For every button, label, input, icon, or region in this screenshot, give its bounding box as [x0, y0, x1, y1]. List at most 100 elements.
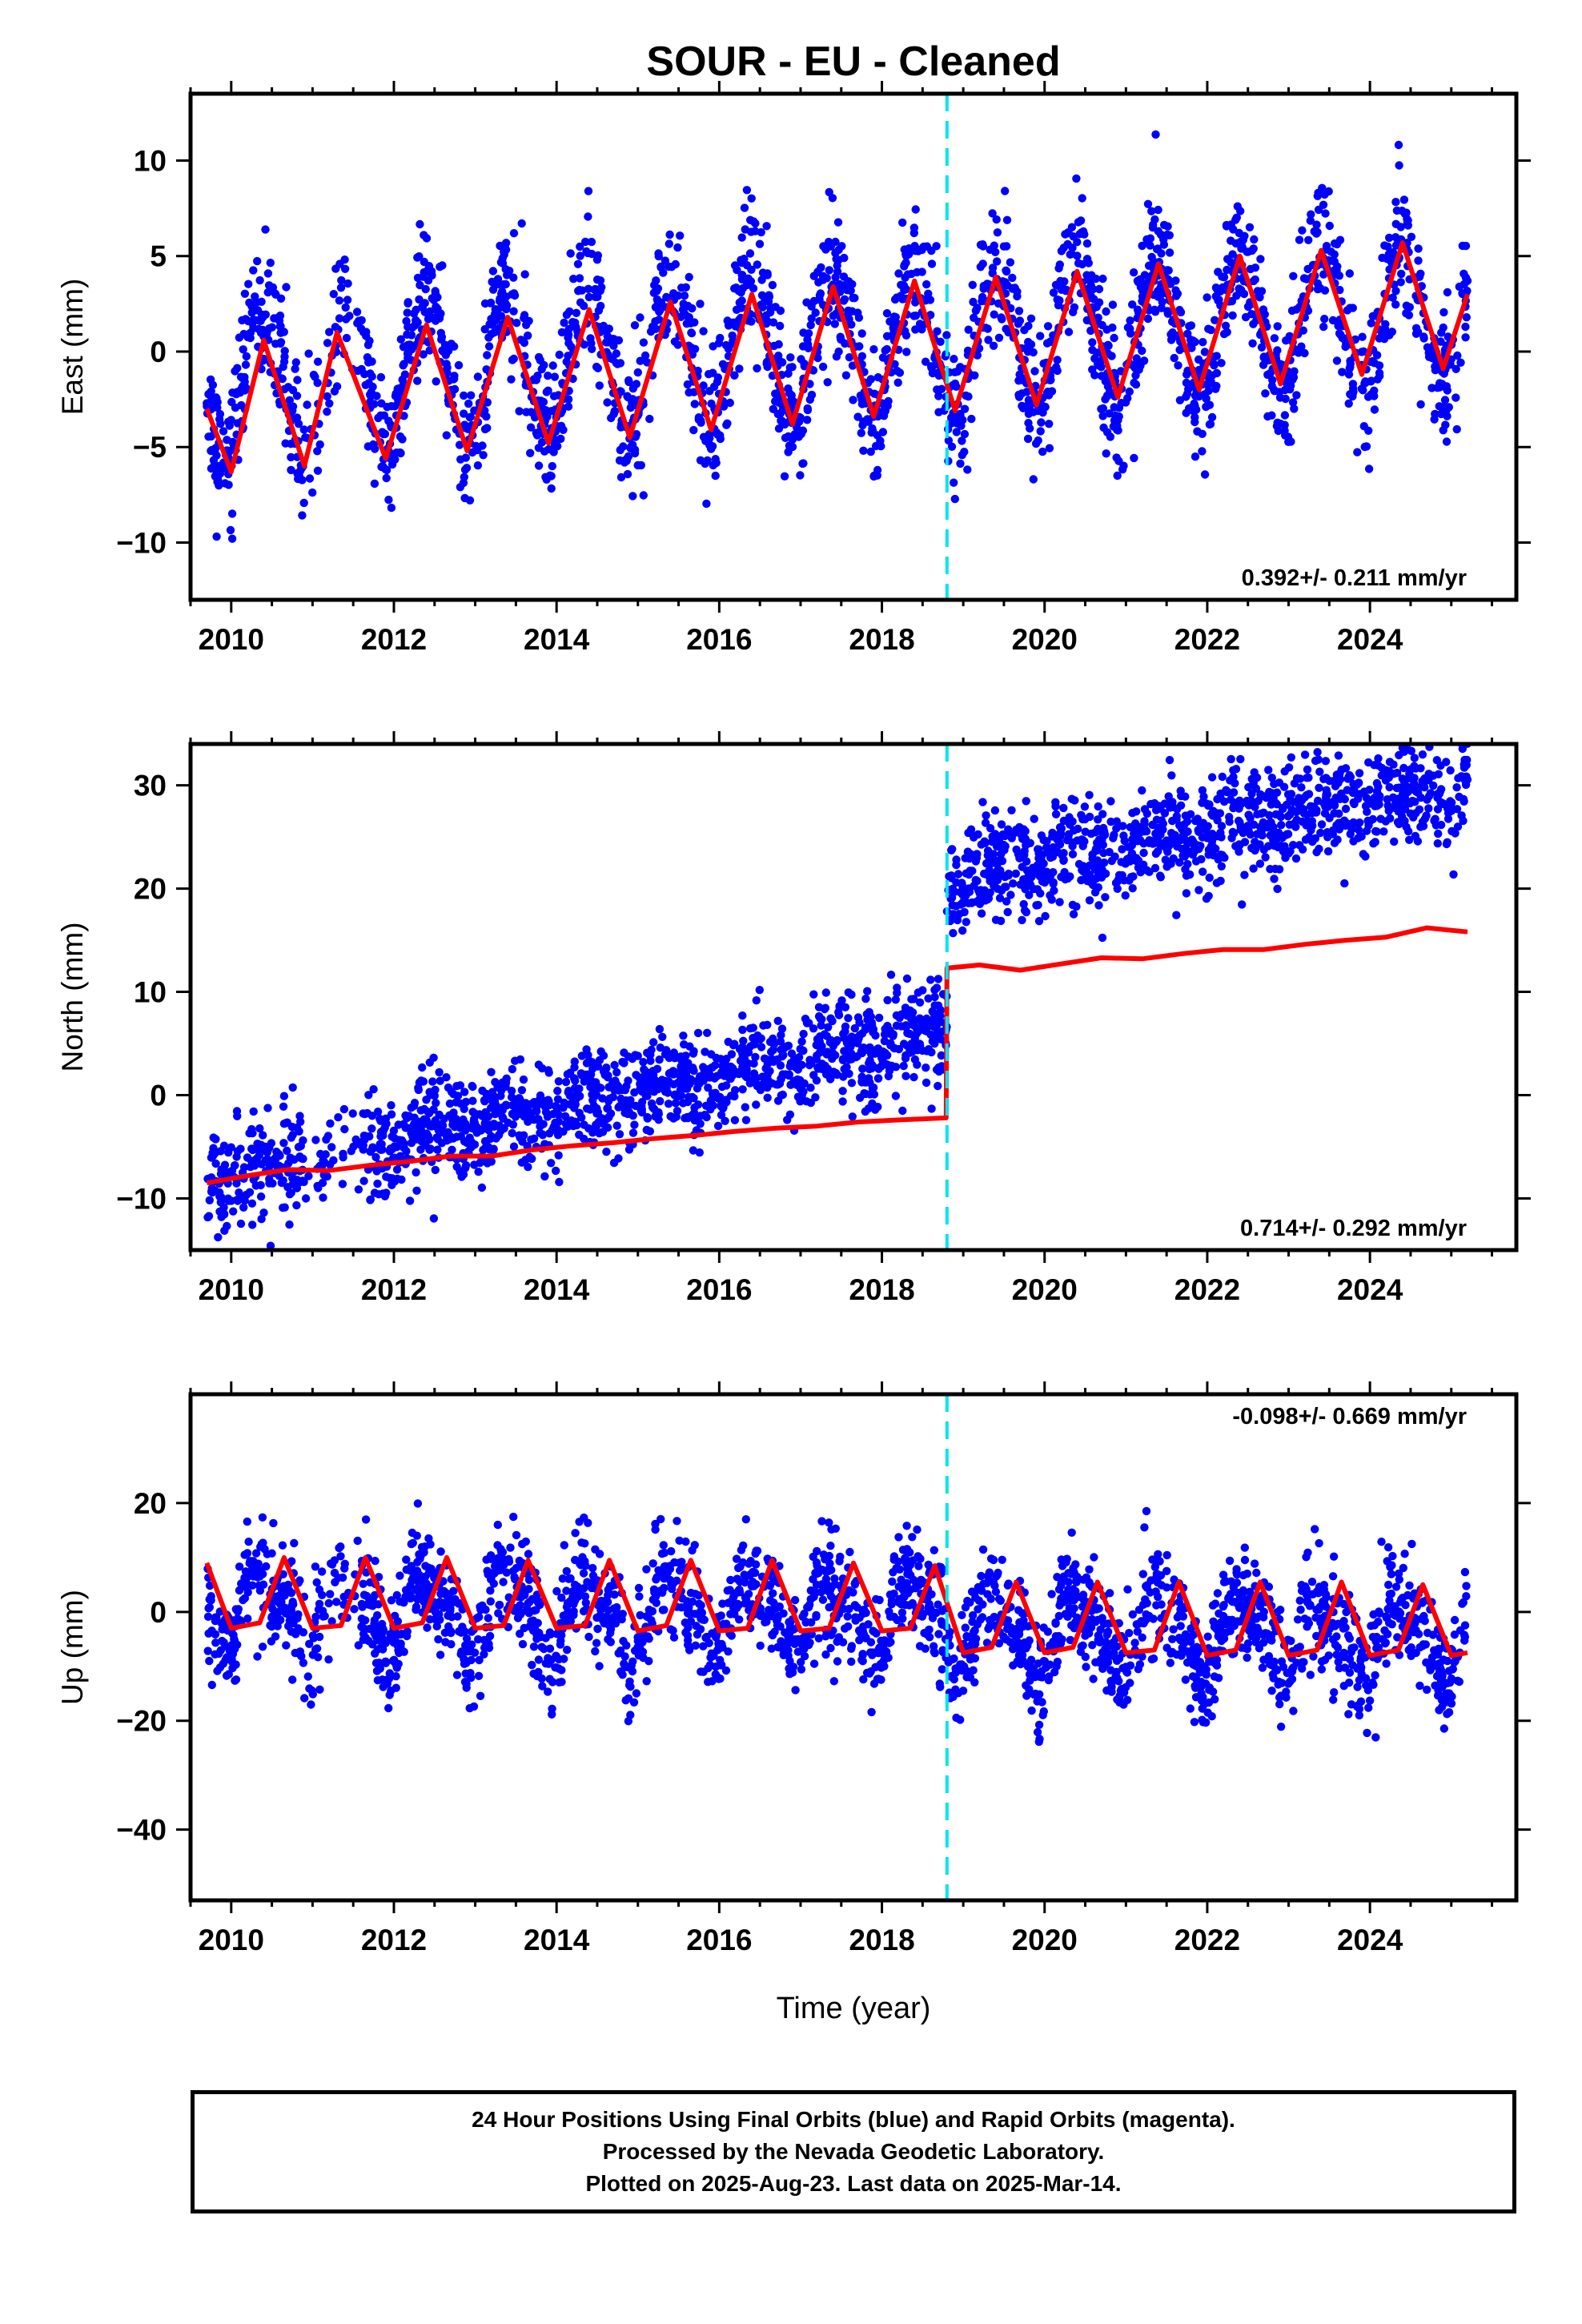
north-point	[1316, 828, 1325, 838]
north-point	[1313, 796, 1323, 806]
north-point	[1287, 753, 1296, 762]
north-point	[263, 1104, 272, 1112]
east-point	[1042, 339, 1052, 348]
east-point	[997, 313, 1006, 322]
north-point	[1317, 820, 1327, 829]
east-point	[620, 458, 629, 467]
north-point	[1156, 873, 1166, 882]
north-point	[1159, 842, 1168, 850]
east-point	[1362, 442, 1371, 451]
east-point	[676, 231, 685, 240]
north-point	[205, 1196, 214, 1205]
east-point	[357, 316, 366, 325]
north-point	[1004, 869, 1014, 879]
east-point	[1328, 316, 1338, 325]
north-point	[995, 894, 1005, 903]
east-point	[730, 371, 739, 380]
north-point	[1334, 751, 1343, 760]
north-point	[588, 1064, 597, 1073]
east-point	[1280, 385, 1290, 395]
east-point	[806, 320, 815, 330]
north-point	[1025, 891, 1034, 899]
north-point	[1290, 818, 1299, 828]
east-point	[859, 446, 868, 455]
east-point	[309, 370, 319, 380]
north-point	[536, 1091, 545, 1100]
east-point	[1207, 412, 1217, 422]
east-point	[1260, 310, 1270, 319]
north-point	[1349, 818, 1358, 827]
east-point	[1281, 394, 1290, 404]
east-point	[807, 314, 816, 323]
east-point	[1346, 390, 1355, 399]
north-point	[508, 1064, 517, 1074]
east-point	[259, 325, 267, 335]
north-point	[1072, 902, 1081, 911]
east-point	[480, 299, 490, 308]
north-point	[777, 1075, 785, 1084]
east-point	[926, 311, 935, 320]
east-point	[742, 186, 752, 195]
east-point	[308, 488, 317, 497]
north-point	[863, 987, 872, 995]
east-point	[1364, 464, 1374, 473]
north-point	[990, 806, 1000, 815]
east-point	[573, 259, 583, 268]
north-point	[885, 1063, 894, 1072]
north-point	[932, 983, 942, 992]
east-point	[395, 384, 404, 393]
east-point	[524, 331, 532, 340]
east-point	[639, 491, 648, 500]
east-point	[245, 298, 254, 308]
north-point	[1106, 797, 1115, 806]
north-point	[1160, 809, 1170, 818]
east-point	[742, 280, 752, 290]
north-point	[677, 1077, 685, 1086]
east-point	[1248, 339, 1257, 348]
north-point	[469, 1115, 479, 1124]
east-point	[559, 425, 568, 434]
east-point	[1452, 393, 1460, 402]
north-point	[1216, 828, 1225, 837]
east-point	[1166, 330, 1175, 339]
east-point	[956, 459, 965, 468]
east-point	[1247, 310, 1256, 319]
east-point	[757, 275, 766, 284]
east-point	[709, 342, 717, 351]
north-point	[1029, 884, 1038, 894]
east-point	[1151, 130, 1160, 139]
north-point	[1355, 769, 1364, 778]
east-point	[911, 325, 920, 334]
north-point	[968, 898, 977, 907]
north-point	[632, 1071, 640, 1080]
east-point	[1310, 227, 1319, 236]
east-point	[1078, 194, 1086, 203]
east-point	[1353, 448, 1362, 456]
north-point	[1363, 807, 1371, 816]
north-point	[891, 1092, 901, 1100]
north-point	[1426, 714, 1434, 722]
north-point	[257, 1215, 266, 1224]
east-point	[857, 428, 866, 437]
north-point	[233, 1147, 243, 1156]
north-point	[1094, 802, 1102, 811]
east-point	[1384, 250, 1394, 259]
north-point	[527, 1100, 536, 1108]
north-point	[1330, 809, 1339, 818]
north-point	[954, 870, 963, 879]
north-point	[1199, 818, 1208, 827]
north-point	[826, 1038, 836, 1047]
east-point	[212, 451, 221, 460]
east-point	[479, 451, 488, 460]
east-point	[291, 364, 299, 373]
north-point	[447, 1088, 456, 1096]
north-point	[429, 1214, 439, 1223]
east-point	[777, 416, 785, 425]
east-point	[1237, 286, 1246, 295]
north-point	[797, 1037, 806, 1046]
east-point	[544, 386, 552, 395]
north-point	[487, 1068, 496, 1077]
north-point	[619, 1102, 628, 1112]
east-point	[492, 308, 501, 316]
east-point	[639, 338, 648, 347]
